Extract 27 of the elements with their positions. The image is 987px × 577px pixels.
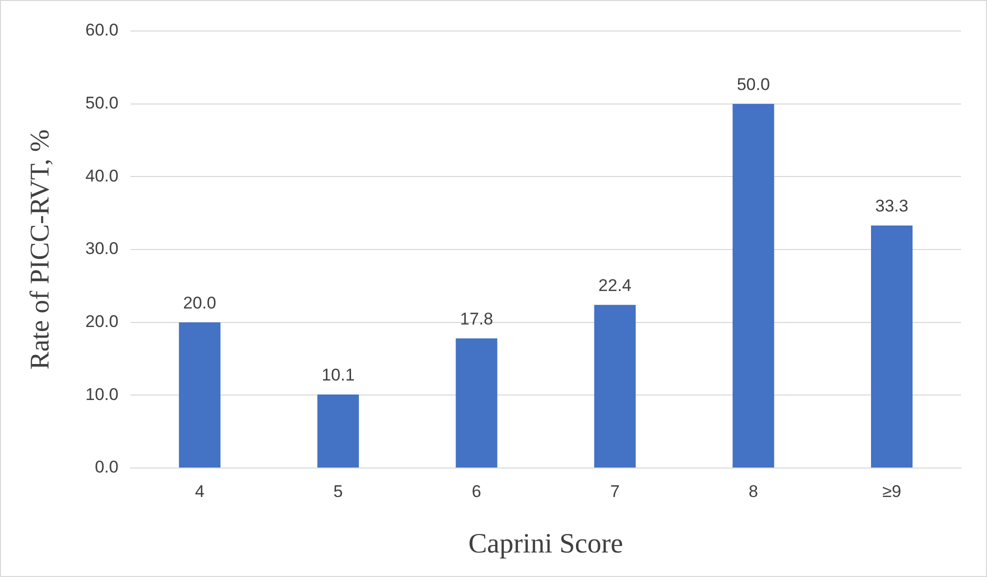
data-label: 50.0 — [736, 75, 770, 94]
y-axis-title: Rate of PICC-RVT, % — [24, 129, 54, 370]
bar — [871, 225, 913, 468]
y-tick-label: 30.0 — [85, 239, 118, 258]
y-tick-label: 60.0 — [85, 20, 118, 40]
bar — [594, 304, 636, 468]
y-tick-label: 0.0 — [94, 458, 118, 477]
data-label: 17.8 — [460, 310, 494, 329]
x-tick-label: 7 — [610, 482, 620, 501]
x-tick-label: 5 — [333, 482, 343, 501]
y-tick-label: 10.0 — [85, 384, 118, 404]
x-tick-label: 8 — [748, 482, 758, 501]
data-label: 22.4 — [598, 276, 632, 296]
data-label: 33.3 — [875, 196, 908, 216]
bar — [732, 104, 774, 468]
data-label: 20.0 — [183, 294, 216, 313]
x-tick-label: 4 — [194, 482, 204, 501]
y-tick-label: 40.0 — [85, 166, 118, 186]
x-axis-title: Caprini Score — [468, 528, 624, 560]
bar — [178, 322, 220, 468]
data-label: 10.1 — [322, 366, 355, 385]
bar — [456, 338, 498, 468]
y-tick-label: 50.0 — [85, 94, 118, 113]
bar — [317, 394, 359, 468]
y-tick-label: 20.0 — [85, 312, 118, 332]
x-tick-label: ≥9 — [882, 482, 902, 501]
x-tick-label: 6 — [472, 482, 482, 501]
